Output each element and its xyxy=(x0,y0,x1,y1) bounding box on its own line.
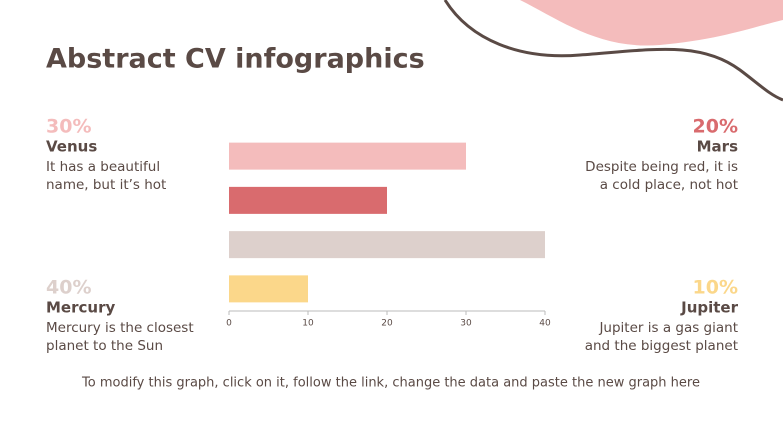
callout-name: Venus xyxy=(46,138,97,156)
callout-percent: 20% xyxy=(693,116,738,138)
title: Abstract CV infographics xyxy=(46,44,425,75)
bar xyxy=(229,142,466,170)
callout-text: Mercury is the closest xyxy=(46,320,194,336)
bar xyxy=(229,186,387,214)
x-tick-label: 30 xyxy=(460,319,472,329)
decor-curve xyxy=(443,0,783,102)
callout-text: Jupiter is a gas giant xyxy=(598,320,738,336)
decor-blob xyxy=(520,0,783,46)
callout-text: name, but it’s hot xyxy=(46,177,166,193)
callout-text: planet to the Sun xyxy=(46,338,163,354)
callout-name: Mars xyxy=(697,138,738,156)
x-tick-label: 0 xyxy=(226,319,232,329)
callout-percent: 40% xyxy=(46,277,91,299)
footer: To modify this graph, click on it, follo… xyxy=(81,376,700,391)
bar xyxy=(229,275,308,303)
x-tick-label: 20 xyxy=(381,319,393,329)
bar xyxy=(229,231,545,259)
x-tick-label: 10 xyxy=(302,319,314,329)
callout-text: It has a beautiful xyxy=(46,159,160,175)
callout-name: Mercury xyxy=(46,299,115,317)
callout-percent: 30% xyxy=(46,116,91,138)
callout-text: Despite being red, it is xyxy=(585,159,738,175)
callout-text: a cold place, not hot xyxy=(600,177,738,193)
callout-percent: 10% xyxy=(693,277,738,299)
callout-text: and the biggest planet xyxy=(585,338,738,354)
x-tick-label: 40 xyxy=(539,319,551,329)
callout-name: Jupiter xyxy=(680,299,738,317)
